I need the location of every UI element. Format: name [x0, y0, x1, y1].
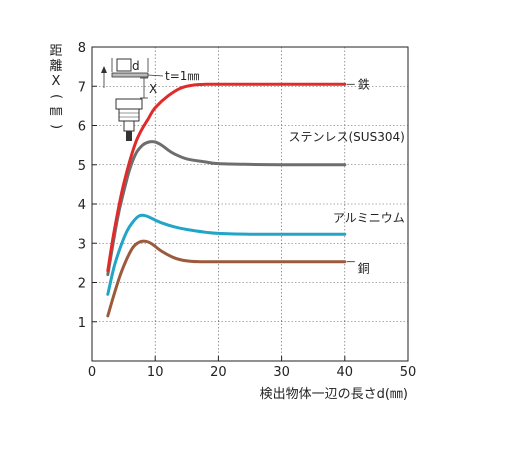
sensor-head	[115, 98, 143, 110]
series-label: 銅	[358, 262, 370, 276]
y-tick-label: 3	[78, 237, 86, 252]
y-tick-label: 1	[78, 316, 86, 331]
y-tick-label: 7	[78, 80, 86, 95]
series-line	[106, 213, 347, 296]
sensor-diagram: d t=1㎜ X	[101, 58, 199, 141]
target-plate-box	[116, 58, 132, 72]
x-tick-label: 50	[400, 365, 417, 380]
axis-arrow-head	[101, 66, 107, 73]
t-label: t=1㎜	[165, 69, 199, 83]
tick-labels: 0 10 20 30 40 50 1 2 3 4 5 6 7 8	[78, 41, 417, 380]
y-tick-label: 2	[78, 277, 86, 292]
y-axis-label-char: 離	[49, 59, 63, 74]
sensor-body	[118, 108, 140, 122]
y-tick-label: 8	[78, 41, 86, 56]
series-line	[106, 82, 347, 273]
y-axis-label-char: (	[48, 93, 64, 100]
y-tick-label: 6	[78, 120, 86, 135]
y-axis-label: 距離 X ( ㎜)	[48, 44, 64, 134]
x-tick-label: 10	[147, 365, 164, 380]
sensor-tail	[123, 120, 135, 132]
y-axis-label-char: ㎜	[49, 104, 63, 119]
series-line	[106, 239, 347, 318]
series-layer	[106, 82, 347, 318]
series-label: ステンレス(SUS304)	[289, 130, 405, 144]
sensor-cable	[126, 131, 132, 141]
x-tick-label: 30	[273, 365, 290, 380]
series-label: 鉄	[358, 76, 370, 91]
d-label: d	[132, 59, 140, 73]
series-line	[106, 140, 347, 277]
grid	[92, 47, 408, 361]
target-plate	[111, 72, 149, 78]
x-tick-label: 0	[88, 365, 96, 380]
x-tick-label: 40	[337, 365, 354, 380]
y-axis-label-char: 距	[49, 44, 63, 59]
x-axis-label: 検出物体一辺の長さd(㎜)	[260, 387, 408, 402]
t-leader	[147, 74, 164, 77]
x-tick-label: 20	[210, 365, 227, 380]
axes	[91, 46, 409, 362]
y-tick-label: 4	[78, 198, 86, 213]
y-axis-label-char: X	[51, 74, 61, 89]
x-label: X	[149, 82, 157, 96]
y-axis-label-char: )	[48, 123, 64, 130]
y-tick-label: 5	[78, 159, 86, 174]
series-label: アルミニウム	[333, 211, 405, 225]
